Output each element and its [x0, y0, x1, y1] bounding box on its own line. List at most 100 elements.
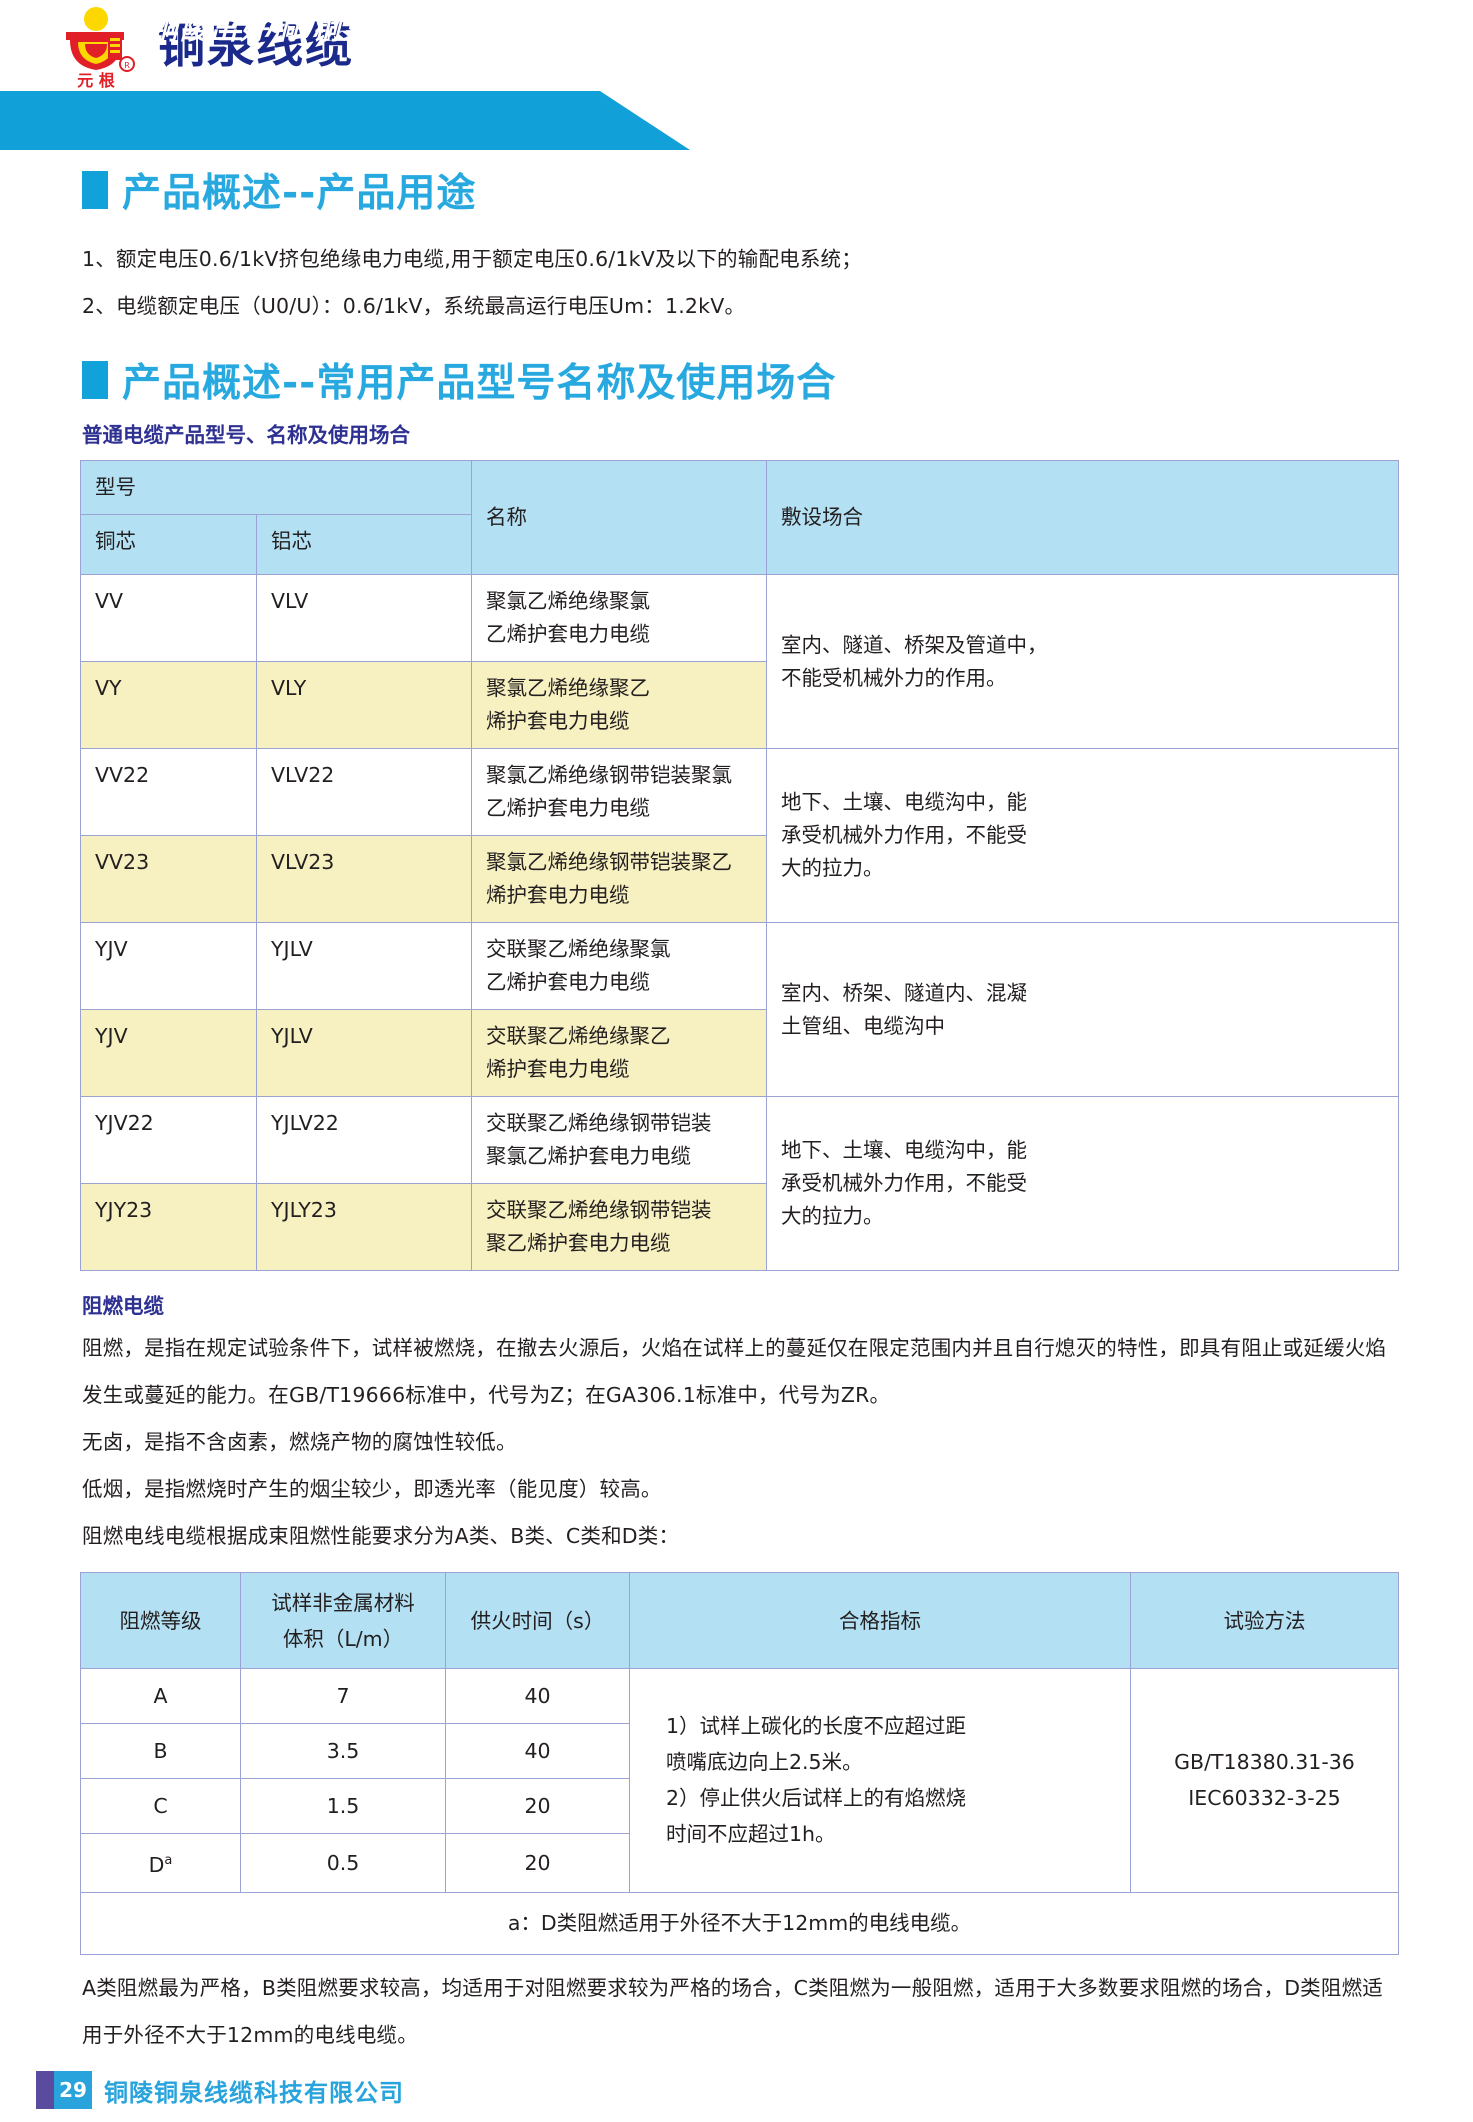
- cell-fire-time: 40: [445, 1723, 630, 1779]
- table-row: VY VLY 聚氯乙烯绝缘聚乙 烯护套电力电缆: [80, 661, 1399, 749]
- cell-name: 聚氯乙烯绝缘钢带铠装聚乙 烯护套电力电缆: [471, 835, 767, 923]
- page-header: R 元 根 铜泉线缆 铜陵出好铜 铜泉造好线: [0, 0, 1473, 150]
- cell-copper: VV22: [80, 748, 257, 836]
- cell-name: 聚氯乙烯绝缘聚乙 烯护套电力电缆: [471, 661, 767, 749]
- cell-aluminum: VLV: [256, 574, 472, 662]
- flame-grade-table: 阻燃等级 试样非金属材料 体积（L/m） 供火时间（s） 合格指标 试验方法 A…: [80, 1572, 1399, 1955]
- cell-name: 交联聚乙烯绝缘钢带铠装 聚氯乙烯护套电力电缆: [471, 1096, 767, 1184]
- cell-fire-time: 20: [445, 1778, 630, 1834]
- footer-company-name: 铜陵铜泉线缆科技有限公司: [104, 2078, 404, 2107]
- cell-copper: YJV22: [80, 1096, 257, 1184]
- page-content: 产品概述--产品用途 1、额定电压0.6/1kV挤包绝缘电力电缆,用于额定电压0…: [0, 150, 1473, 2059]
- table-row: YJV22 YJLV22 交联聚乙烯绝缘钢带铠装 聚氯乙烯护套电力电缆 地下、土…: [80, 1096, 1399, 1271]
- table-row: A 7 40 1）试样上碳化的长度不应超过距 喷嘴底边向上2.5米。 2）停止供…: [80, 1668, 1399, 1893]
- cell-grade: Da: [80, 1833, 241, 1893]
- flame-retardant-heading: 阻燃电缆: [82, 1294, 164, 1318]
- cell-criteria: 1）试样上碳化的长度不应超过距 喷嘴底边向上2.5米。 2）停止供火后试样上的有…: [629, 1668, 1131, 1893]
- table-row: VV VLV 聚氯乙烯绝缘聚氯 乙烯护套电力电缆 室内、隧道、桥架及管道中， 不…: [80, 574, 1399, 749]
- cell-grade: B: [80, 1723, 241, 1779]
- cell-method: GB/T18380.31-36 IEC60332-3-25: [1130, 1668, 1399, 1893]
- table-row: VV22 VLV22 聚氯乙烯绝缘钢带铠装聚氯 乙烯护套电力电缆 地下、土壤、电…: [80, 748, 1399, 923]
- product-use-item-1: 1、额定电压0.6/1kV挤包绝缘电力电缆,用于额定电压0.6/1kV及以下的输…: [82, 247, 862, 271]
- table2-footnote-row: a：D类阻燃适用于外径不大于12mm的电线电缆。: [80, 1891, 1399, 1955]
- cell-copper: YJY23: [80, 1183, 257, 1271]
- method-line-1: GB/T18380.31-36: [1174, 1750, 1355, 1775]
- th-grade: 阻燃等级: [80, 1572, 241, 1669]
- section-title: 产品概述--常用产品型号名称及使用场合: [122, 361, 837, 406]
- th-criteria: 合格指标: [629, 1572, 1131, 1669]
- cell-grade: A: [80, 1668, 241, 1724]
- cell-name: 交联聚乙烯绝缘聚氯 乙烯护套电力电缆: [471, 922, 767, 1010]
- table-header-row-2: 铜芯 铝芯: [80, 514, 1399, 575]
- cell-name: 交联聚乙烯绝缘聚乙 烯护套电力电缆: [471, 1009, 767, 1097]
- table-row: VV23 VLV23 聚氯乙烯绝缘钢带铠装聚乙 烯护套电力电缆: [80, 835, 1399, 923]
- cell-aluminum: VLV23: [256, 835, 472, 923]
- table-row: YJV YJLV 交联聚乙烯绝缘聚乙 烯护套电力电缆: [80, 1009, 1399, 1097]
- cell-fire-time: 40: [445, 1668, 630, 1724]
- cell-name: 交联聚乙烯绝缘钢带铠装 聚乙烯护套电力电缆: [471, 1183, 767, 1271]
- cell-copper: VY: [80, 661, 257, 749]
- cell-grade-letter: D: [148, 1852, 165, 1877]
- cell-usage: 地下、土壤、电缆沟中，能 承受机械外力作用，不能受 大的拉力。: [766, 748, 1399, 923]
- product-use-item-2: 2、电缆额定电压（U0/U）：0.6/1kV，系统最高运行电压Um：1.2kV。: [82, 294, 746, 318]
- cell-aluminum: YJLV: [256, 1009, 472, 1097]
- cell-aluminum: YJLY23: [256, 1183, 472, 1271]
- table-row: C 1.5 20: [80, 1778, 1399, 1834]
- th-name: 名称: [471, 460, 767, 575]
- flame-retardant-para-3: 低烟，是指燃烧时产生的烟尘较少，即透光率（能见度）较高。: [82, 1477, 662, 1501]
- table-header-row-1: 型号 名称 敷设场合: [80, 460, 1399, 575]
- table-row: YJV YJLV 交联聚乙烯绝缘聚氯 乙烯护套电力电缆 室内、桥架、隧道内、混凝…: [80, 922, 1399, 1097]
- cell-grade-superscript: a: [164, 1853, 173, 1868]
- cell-name: 聚氯乙烯绝缘聚氯 乙烯护套电力电缆: [471, 574, 767, 662]
- cell-aluminum: VLV22: [256, 748, 472, 836]
- cell-grade: C: [80, 1778, 241, 1834]
- th-aluminum: 铝芯: [256, 514, 472, 575]
- table1-wrapper: 型号 名称 敷设场合 铜芯 铝芯 VV VLV 聚氯乙烯绝缘聚氯 乙烯护套电力电…: [0, 460, 1473, 1271]
- cell-copper: VV: [80, 574, 257, 662]
- svg-text:元 根: 元 根: [77, 71, 115, 90]
- cell-usage: 室内、隧道、桥架及管道中， 不能受机械外力的作用。: [766, 574, 1399, 749]
- th-volume: 试样非金属材料 体积（L/m）: [240, 1572, 446, 1669]
- cell-aluminum: VLY: [256, 661, 472, 749]
- th-usage: 敷设场合: [766, 460, 1399, 575]
- page-number: 29: [54, 2071, 92, 2109]
- flame-retardant-para-2: 无卤，是指不含卤素，燃烧产物的腐蚀性较低。: [82, 1430, 517, 1454]
- th-method: 试验方法: [1130, 1572, 1399, 1669]
- cell-aluminum: YJLV22: [256, 1096, 472, 1184]
- page-footer: 29 铜陵铜泉线缆科技有限公司: [0, 2058, 1473, 2122]
- section-heading-models: 产品概述--常用产品型号名称及使用场合: [0, 352, 1473, 408]
- table1-subhead: 普通电缆产品型号、名称及使用场合: [82, 423, 410, 447]
- section-heading-product-use: 产品概述--产品用途: [0, 162, 1473, 218]
- cell-copper: YJV: [80, 1009, 257, 1097]
- flame-retardant-para-4: 阻燃电线电缆根据成束阻燃性能要求分为A类、B类、C类和D类：: [82, 1524, 680, 1548]
- footer-bar-decoration: [36, 2071, 54, 2109]
- cell-name: 聚氯乙烯绝缘钢带铠装聚氯 乙烯护套电力电缆: [471, 748, 767, 836]
- cell-usage: 室内、桥架、隧道内、混凝 土管组、电缆沟中: [766, 922, 1399, 1097]
- cell-copper: YJV: [80, 922, 257, 1010]
- flame-retardant-para-1: 阻燃，是指在规定试验条件下，试样被燃烧，在撤去火源后，火焰在试样上的蔓延仅在限定…: [82, 1336, 1387, 1407]
- cell-fire-time: 20: [445, 1833, 630, 1893]
- cell-volume: 0.5: [240, 1833, 446, 1893]
- heading-marker-icon: [82, 171, 108, 209]
- cell-usage: 地下、土壤、电缆沟中，能 承受机械外力作用，不能受 大的拉力。: [766, 1096, 1399, 1271]
- cell-volume: 3.5: [240, 1723, 446, 1779]
- tagline-banner: [0, 91, 690, 150]
- table-row: B 3.5 40: [80, 1723, 1399, 1779]
- company-logo-icon: R 元 根: [52, 6, 140, 92]
- heading-marker-icon: [82, 361, 108, 399]
- svg-text:R: R: [124, 61, 130, 70]
- cell-volume: 1.5: [240, 1778, 446, 1834]
- table-row: YJY23 YJLY23 交联聚乙烯绝缘钢带铠装 聚乙烯护套电力电缆: [80, 1183, 1399, 1271]
- cell-volume: 7: [240, 1668, 446, 1724]
- section-title: 产品概述--产品用途: [122, 171, 477, 216]
- th-model: 型号: [80, 460, 472, 515]
- th-copper: 铜芯: [80, 514, 257, 575]
- cable-model-table: 型号 名称 敷设场合 铜芯 铝芯 VV VLV 聚氯乙烯绝缘聚氯 乙烯护套电力电…: [80, 460, 1399, 1271]
- tagline-text: 铜陵出好铜 铜泉造好线: [150, 15, 463, 46]
- method-line-2: IEC60332-3-25: [1188, 1786, 1341, 1811]
- closing-paragraph: A类阻燃最为严格，B类阻燃要求较高，均适用于对阻燃要求较为严格的场合，C类阻燃为…: [82, 1975, 1383, 2047]
- brand-name: 铜泉线缆: [158, 18, 354, 74]
- table2-wrapper: 阻燃等级 试样非金属材料 体积（L/m） 供火时间（s） 合格指标 试验方法 A…: [0, 1572, 1473, 1955]
- cell-footnote: a：D类阻燃适用于外径不大于12mm的电线电缆。: [80, 1891, 1399, 1955]
